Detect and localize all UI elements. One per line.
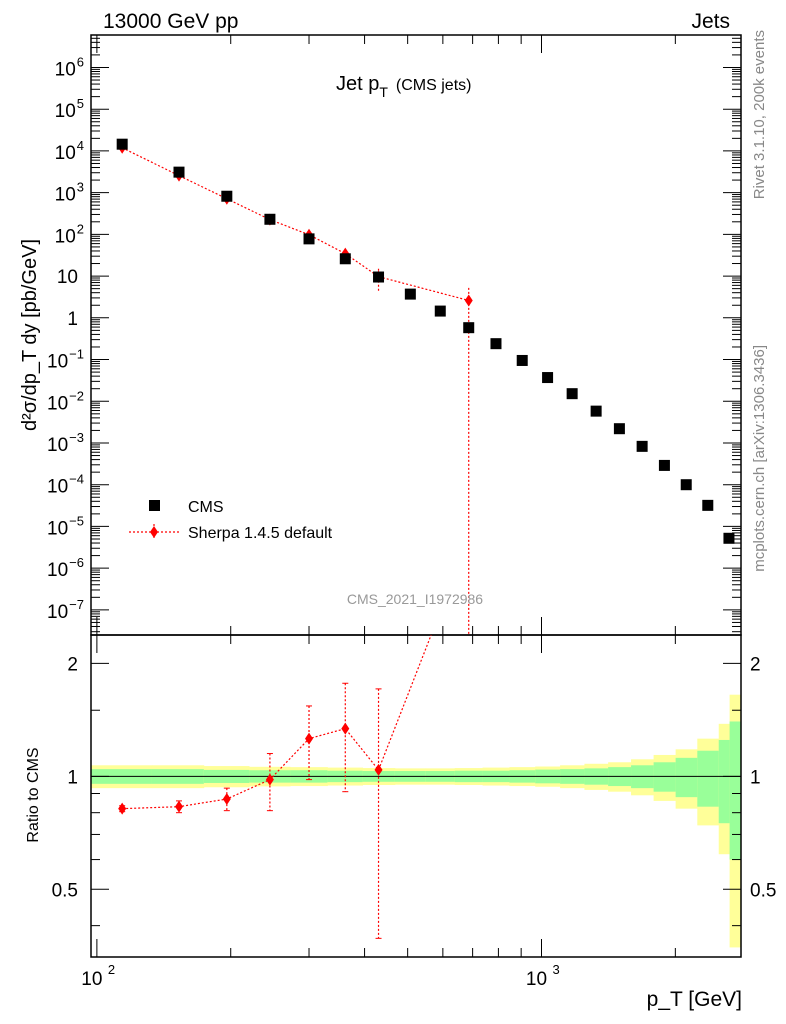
cms-data-point bbox=[516, 354, 528, 366]
y-tick-label-main: 10 bbox=[55, 101, 76, 122]
sherpa-ratio-marker bbox=[174, 800, 183, 813]
y-axis-label-ratio: Ratio to CMS bbox=[25, 747, 42, 842]
sherpa-main-line bbox=[121, 147, 469, 302]
x-tick-label: 10 bbox=[526, 969, 547, 990]
cms-data-point bbox=[373, 271, 385, 283]
y-tick-label-main-exponent: −7 bbox=[69, 597, 84, 612]
y-tick-label-ratio-left: 1 bbox=[67, 767, 78, 788]
sherpa-ratio-marker bbox=[265, 773, 274, 786]
x-axis-tick-labels: 10 2 10 3 bbox=[81, 962, 559, 990]
cms-data-point bbox=[658, 459, 670, 471]
y-tick-label-main: 1 bbox=[67, 309, 78, 330]
y-axis-label-main: d²σ/dp_T dy [pb/GeV] bbox=[19, 239, 41, 431]
cms-data-point bbox=[613, 423, 625, 435]
rivet-version-label: Rivet 3.1.10, 200k events bbox=[751, 30, 768, 199]
y-tick-label-main-exponent: 3 bbox=[77, 180, 84, 195]
ratio-band-inner bbox=[653, 762, 677, 792]
main-panel-frame bbox=[90, 34, 742, 636]
cms-data-point bbox=[221, 190, 233, 202]
header-left-label: 13000 GeV pp bbox=[103, 10, 238, 33]
cms-data-point bbox=[264, 213, 276, 225]
header-right-label: Jets bbox=[691, 10, 730, 33]
y-tick-label-main: 10 bbox=[55, 143, 76, 164]
ratio-band-inner bbox=[697, 750, 720, 807]
sherpa-ratio-marker bbox=[305, 732, 314, 745]
legend-cms-marker bbox=[149, 500, 160, 511]
y-tick-label-main-exponent: −6 bbox=[69, 555, 84, 570]
cms-data-point bbox=[680, 479, 692, 491]
y-tick-label-main-exponent: −3 bbox=[69, 430, 84, 445]
y-tick-label-main-exponent: −5 bbox=[69, 513, 84, 528]
cms-data-point bbox=[404, 288, 416, 300]
legend-cms-label: CMS bbox=[188, 499, 224, 516]
ratio-panel-frame bbox=[90, 634, 742, 958]
ratio-band-inner bbox=[729, 721, 742, 860]
y-tick-label-main: 10 bbox=[47, 602, 68, 623]
y-tick-label-main-exponent: −4 bbox=[69, 472, 84, 487]
cms-data-series bbox=[116, 138, 735, 544]
cms-data-point bbox=[434, 305, 446, 317]
analysis-watermark: CMS_2021_I1972986 bbox=[347, 591, 483, 607]
y-tick-label-main: 10 bbox=[47, 393, 68, 414]
y-tick-label-ratio-left: 2 bbox=[67, 654, 78, 675]
ratio-band-inner bbox=[675, 757, 698, 798]
cms-data-point bbox=[590, 405, 602, 417]
x-axis-label: p_T [GeV] bbox=[647, 988, 742, 1011]
y-tick-label-main-exponent: 4 bbox=[77, 138, 84, 153]
y-tick-label-main: 10 bbox=[55, 185, 76, 206]
sherpa-ratio-marker bbox=[374, 763, 383, 776]
sherpa-series-ratio bbox=[118, 634, 432, 939]
sherpa-ratio-marker bbox=[118, 802, 127, 815]
legend: CMS Sherpa 1.4.5 default bbox=[129, 499, 333, 542]
y-tick-label-ratio-right: 2 bbox=[750, 654, 761, 675]
y-axis-ticks-ratio: 2 2 1 1 0.5 0.5 bbox=[52, 654, 776, 927]
y-tick-label-ratio-right: 1 bbox=[750, 767, 761, 788]
cms-data-point bbox=[542, 372, 554, 384]
ratio-band-inner bbox=[718, 739, 731, 824]
y-tick-label-main-exponent: 6 bbox=[77, 54, 84, 69]
plot-title-extra: (CMS jets) bbox=[396, 77, 472, 94]
y-tick-label-main: 10 bbox=[47, 352, 68, 373]
y-tick-label-main-exponent: 2 bbox=[77, 221, 84, 236]
cms-data-point bbox=[173, 166, 185, 178]
y-tick-label-main-exponent: −2 bbox=[69, 388, 84, 403]
cms-data-point bbox=[636, 440, 648, 452]
y-tick-label-main-exponent: 5 bbox=[77, 96, 84, 111]
legend-sherpa-label: Sherpa 1.4.5 default bbox=[188, 525, 333, 542]
cms-data-point bbox=[566, 388, 578, 400]
y-tick-label-main-exponent: −1 bbox=[69, 347, 84, 362]
cms-data-point bbox=[463, 322, 475, 334]
cms-data-point bbox=[303, 233, 315, 245]
sherpa-series-main bbox=[118, 141, 473, 635]
x-tick-label-exponent: 2 bbox=[108, 962, 115, 977]
sherpa-ratio-line bbox=[122, 634, 432, 810]
plot-title: Jet pT (CMS jets) bbox=[336, 73, 471, 100]
ratio-uncertainty-bands bbox=[91, 694, 742, 948]
y-tick-label-main: 10 bbox=[47, 518, 68, 539]
y-tick-label-main: 10 bbox=[57, 267, 78, 288]
sherpa-main-marker bbox=[464, 294, 473, 307]
y-tick-label-main: 10 bbox=[47, 435, 68, 456]
cms-data-point bbox=[490, 338, 502, 350]
y-tick-label-ratio-right: 0.5 bbox=[750, 880, 776, 901]
plot-title-subscript: T bbox=[379, 84, 388, 100]
sherpa-ratio-marker bbox=[222, 793, 231, 806]
sherpa-ratio-marker bbox=[341, 722, 350, 735]
y-tick-label-main: 10 bbox=[47, 477, 68, 498]
cms-data-point bbox=[723, 532, 735, 544]
plot-title-main: Jet p bbox=[336, 73, 379, 95]
cms-data-point bbox=[339, 253, 351, 265]
y-tick-label-ratio-left: 0.5 bbox=[52, 880, 78, 901]
x-tick-label: 10 bbox=[81, 969, 102, 990]
legend-sherpa-marker bbox=[150, 526, 158, 538]
y-tick-label-main: 10 bbox=[55, 59, 76, 80]
y-tick-label-main: 10 bbox=[47, 560, 68, 581]
y-axis-ticks-main: 610510410310210101−110−210−310−410−510−6… bbox=[47, 34, 741, 633]
cms-data-point bbox=[702, 499, 714, 511]
mcplots-label: mcplots.cern.ch [arXiv:1306.3436] bbox=[751, 345, 768, 572]
cms-data-point bbox=[116, 138, 128, 150]
x-tick-label-exponent: 3 bbox=[552, 962, 559, 977]
y-tick-label-main: 10 bbox=[55, 226, 76, 247]
